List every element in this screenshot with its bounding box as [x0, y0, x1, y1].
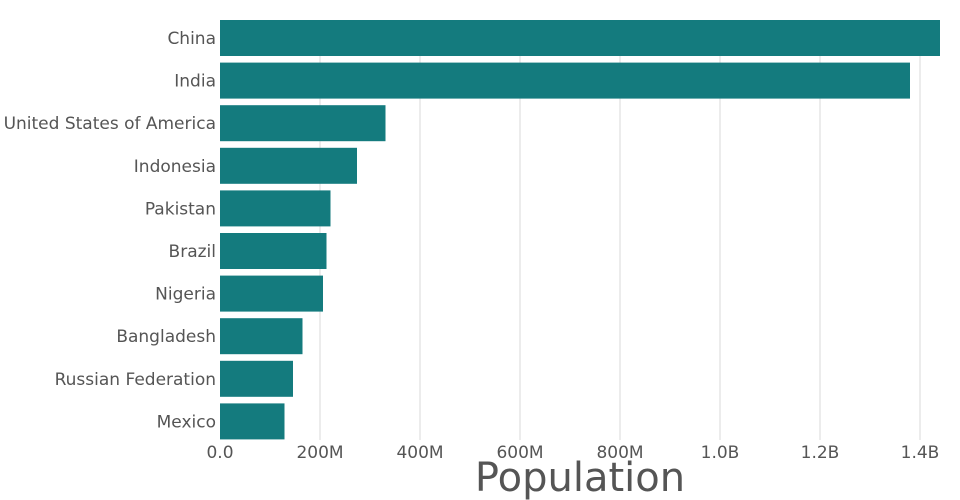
category-labels: China India United States of America Indone… [4, 29, 216, 432]
x-tick-labels: 0.0 200M 400M 600M 800M 1.0B 1.2B 1.4B [206, 443, 939, 463]
x-tick-label-4: 800M [596, 443, 643, 463]
x-tick-label-2: 400M [396, 443, 443, 463]
category-label-4: Pakistan [145, 199, 216, 219]
bar-2 [220, 105, 386, 142]
bar-0 [220, 20, 940, 56]
category-label-7: Bangladesh [116, 327, 216, 347]
x-tick-label-6: 1.2B [801, 443, 840, 463]
x-tick-label-5: 1.0B [701, 443, 740, 463]
bar-3 [220, 147, 357, 184]
bars [220, 20, 940, 440]
category-label-5: Brazil [169, 242, 216, 262]
x-axis-title: Population [475, 455, 685, 500]
category-label-9: Mexico [157, 412, 216, 432]
category-label-6: Nigeria [155, 285, 216, 305]
bar-7 [220, 318, 303, 355]
x-tick-label-0: 0.0 [206, 443, 233, 463]
bar-6 [220, 275, 323, 312]
bar-9 [220, 403, 285, 440]
x-tick-label-7: 1.4B [901, 443, 940, 463]
category-label-0: China [167, 29, 216, 49]
bar-1 [220, 62, 910, 99]
x-tick-label-1: 200M [296, 443, 343, 463]
bar-8 [220, 360, 293, 397]
category-label-8: Russian Federation [55, 370, 216, 390]
x-tick-label-3: 600M [496, 443, 543, 463]
bar-4 [220, 190, 331, 227]
category-label-3: Indonesia [134, 157, 216, 177]
category-label-2: United States of America [4, 114, 216, 134]
category-label-1: India [174, 72, 216, 92]
bar-5 [220, 233, 327, 269]
